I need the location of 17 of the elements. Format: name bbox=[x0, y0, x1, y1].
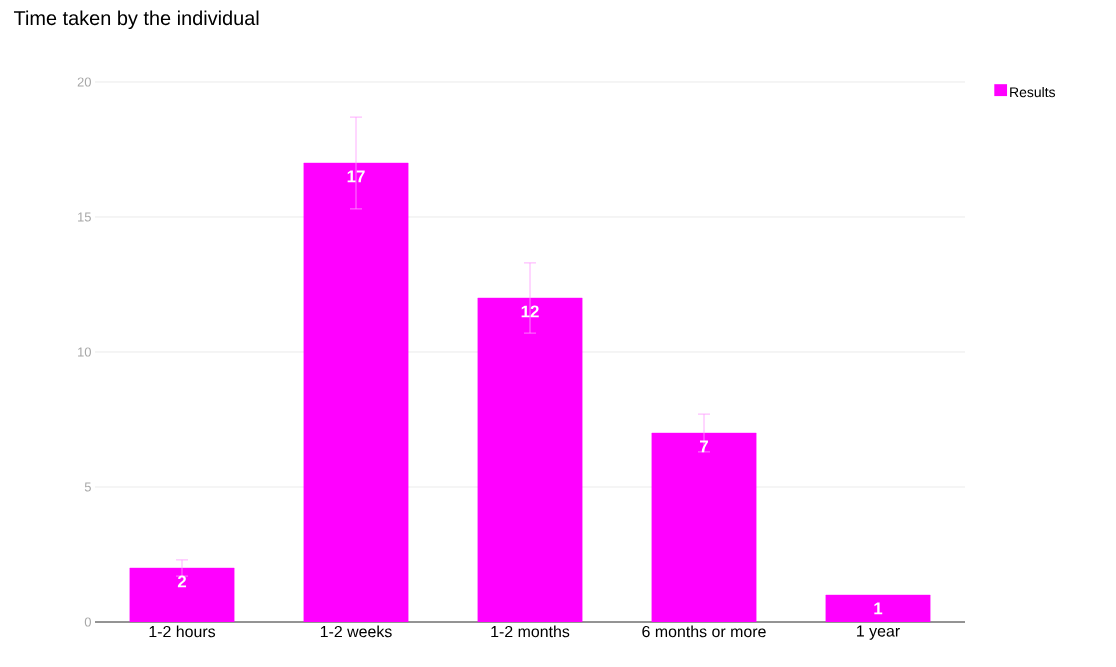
data-label: 12 bbox=[521, 305, 539, 318]
y-tick-label: 0 bbox=[84, 617, 91, 627]
data-label: 2 bbox=[177, 575, 187, 588]
data-label: 17 bbox=[347, 170, 365, 183]
data-label: 1 bbox=[874, 602, 883, 615]
x-tick-label: 1-2 hours bbox=[149, 625, 216, 638]
y-tick-label: 20 bbox=[77, 77, 91, 87]
legend-label: Results bbox=[1010, 86, 1056, 98]
x-tick-label: 1-2 months bbox=[491, 625, 570, 638]
y-tick-label: 5 bbox=[84, 482, 91, 492]
chart-title: Time taken by the individual bbox=[13, 10, 259, 30]
x-tick-label: 1-2 weeks bbox=[320, 625, 392, 638]
y-tick-label: 15 bbox=[78, 212, 91, 222]
x-tick-label: 1 year bbox=[857, 625, 900, 640]
x-tick-label: 6 months or more bbox=[642, 625, 766, 638]
y-tick-label: 10 bbox=[78, 347, 91, 357]
data-label: 7 bbox=[700, 440, 708, 453]
